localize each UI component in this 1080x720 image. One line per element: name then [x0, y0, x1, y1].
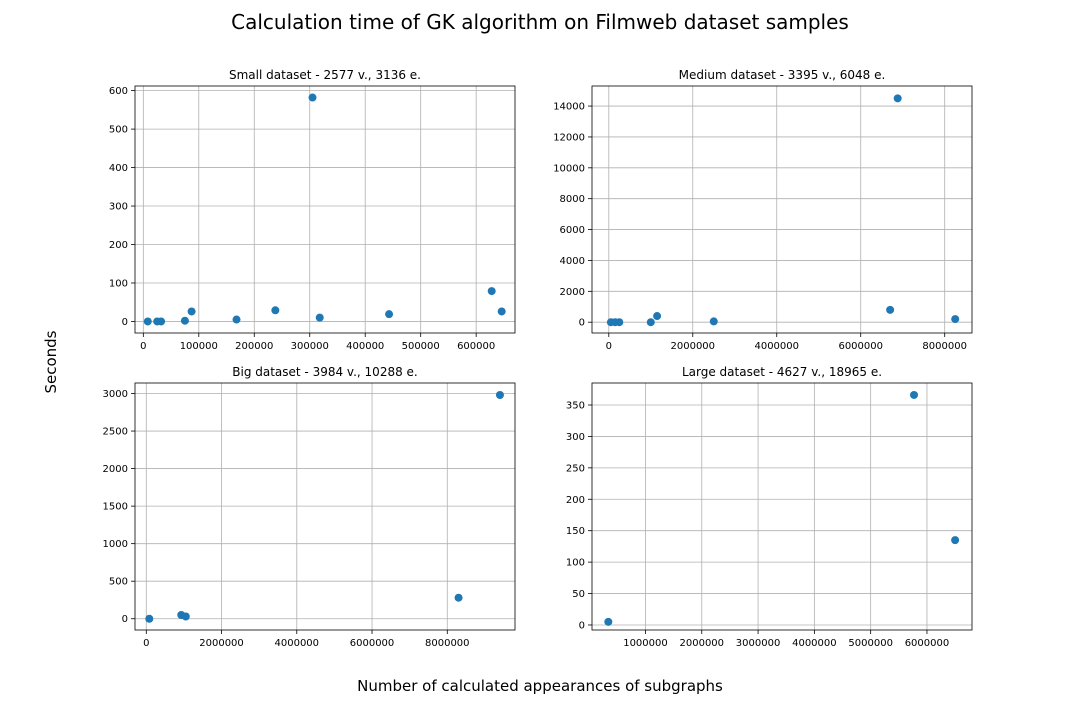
- y-tick-label: 250: [566, 463, 585, 474]
- data-point: [951, 536, 960, 545]
- axes-frame: [591, 85, 973, 334]
- y-tick-label: 2000: [560, 287, 585, 298]
- data-point: [145, 614, 154, 623]
- y-tick-label: 6000: [560, 225, 585, 236]
- y-tick-label: 50: [572, 589, 585, 600]
- x-tick-label: 6000000: [905, 638, 950, 649]
- subplot-title: Medium dataset - 3395 v., 6048 e.: [679, 68, 886, 82]
- x-tick-label: 0: [140, 341, 146, 352]
- subplot-4: 1000000 2000000 3000000 4000000 5000000 60000…: [566, 365, 973, 649]
- y-tick-label: 10000: [553, 163, 585, 174]
- x-tick-label: 600000: [457, 341, 495, 352]
- figure-ylabel: Seconds: [42, 330, 60, 393]
- x-tick-label: 2000000: [199, 638, 244, 649]
- subplot-title: Big dataset - 3984 v., 10288 e.: [232, 365, 417, 379]
- data-point: [910, 390, 919, 399]
- x-tick-label: 4000000: [754, 341, 799, 352]
- figure-title: Calculation time of GK algorithm on Film…: [231, 10, 849, 34]
- x-tick-label: 6000000: [838, 341, 883, 352]
- data-point: [495, 391, 504, 400]
- data-point: [271, 306, 280, 315]
- y-tick-label: 3000: [103, 389, 128, 400]
- data-point: [157, 317, 166, 326]
- y-tick-label: 14000: [553, 102, 585, 113]
- x-tick-label: 4000000: [275, 638, 320, 649]
- y-tick-label: 500: [109, 125, 128, 136]
- x-tick-label: 2000000: [671, 341, 716, 352]
- data-point: [315, 313, 324, 322]
- data-point: [646, 318, 655, 327]
- data-point: [181, 612, 190, 621]
- x-tick-label: 0: [143, 638, 149, 649]
- data-point: [385, 310, 394, 319]
- y-tick-label: 1500: [103, 502, 128, 513]
- y-tick-label: 200: [566, 495, 585, 506]
- x-tick-label: 2000000: [680, 638, 725, 649]
- y-tick-label: 100: [566, 558, 585, 569]
- subplots: 0 100000 200000 300000 400000 500000 600000010…: [103, 68, 973, 649]
- x-tick-label: 100000: [180, 341, 218, 352]
- y-tick-label: 8000: [560, 194, 585, 205]
- data-point: [487, 287, 496, 296]
- y-tick-label: 2000: [103, 464, 128, 475]
- x-tick-label: 5000000: [848, 638, 893, 649]
- y-tick-label: 0: [122, 317, 128, 328]
- x-tick-label: 500000: [402, 341, 440, 352]
- y-tick-label: 300: [109, 202, 128, 213]
- x-tick-label: 6000000: [350, 638, 395, 649]
- y-tick-label: 0: [579, 620, 585, 631]
- x-tick-label: 0: [606, 341, 612, 352]
- x-tick-label: 1000000: [623, 638, 668, 649]
- data-point: [893, 94, 902, 103]
- data-point: [232, 315, 241, 324]
- figure-xlabel: Number of calculated appearances of subg…: [357, 677, 723, 695]
- y-tick-label: 2500: [103, 427, 128, 438]
- data-point: [143, 317, 152, 326]
- axes-frame: [134, 85, 516, 334]
- data-point: [604, 617, 613, 626]
- subplot-1: 0 100000 200000 300000 400000 500000 600000 0 10…: [109, 68, 516, 352]
- x-tick-label: 3000000: [736, 638, 781, 649]
- axes-frame: [591, 382, 973, 631]
- y-tick-label: 400: [109, 163, 128, 174]
- y-tick-label: 0: [122, 614, 128, 625]
- y-tick-label: 600: [109, 86, 128, 97]
- y-tick-label: 12000: [553, 132, 585, 143]
- x-tick-label: 8000000: [425, 638, 470, 649]
- y-tick-label: 4000: [560, 256, 585, 267]
- data-point: [615, 318, 624, 327]
- data-point: [308, 93, 317, 102]
- y-tick-label: 350: [566, 400, 585, 411]
- subplot-title: Small dataset - 2577 v., 3136 e.: [229, 68, 421, 82]
- data-point: [951, 315, 960, 324]
- data-point: [180, 316, 189, 325]
- y-tick-label: 1000: [103, 539, 128, 550]
- x-tick-label: 8000000: [922, 341, 967, 352]
- data-point: [454, 593, 463, 602]
- x-tick-label: 200000: [235, 341, 273, 352]
- data-point: [497, 307, 506, 316]
- y-tick-label: 200: [109, 240, 128, 251]
- x-tick-label: 4000000: [792, 638, 837, 649]
- x-tick-label: 300000: [291, 341, 329, 352]
- subplot-3: 0 2000000 4000000 6000000 8000000 0 500 1000 150…: [103, 365, 516, 649]
- data-point: [709, 317, 718, 326]
- subplot-2: 0 2000000 4000000 6000000 8000000 0 2000 4000 60…: [553, 68, 973, 352]
- y-tick-label: 0: [579, 318, 585, 329]
- y-tick-label: 150: [566, 526, 585, 537]
- data-point: [653, 312, 662, 321]
- y-tick-label: 300: [566, 432, 585, 443]
- data-point: [187, 307, 196, 316]
- y-tick-label: 500: [109, 577, 128, 588]
- subplot-title: Large dataset - 4627 v., 18965 e.: [682, 365, 882, 379]
- data-point: [886, 305, 895, 314]
- y-tick-label: 100: [109, 278, 128, 289]
- x-tick-label: 400000: [346, 341, 384, 352]
